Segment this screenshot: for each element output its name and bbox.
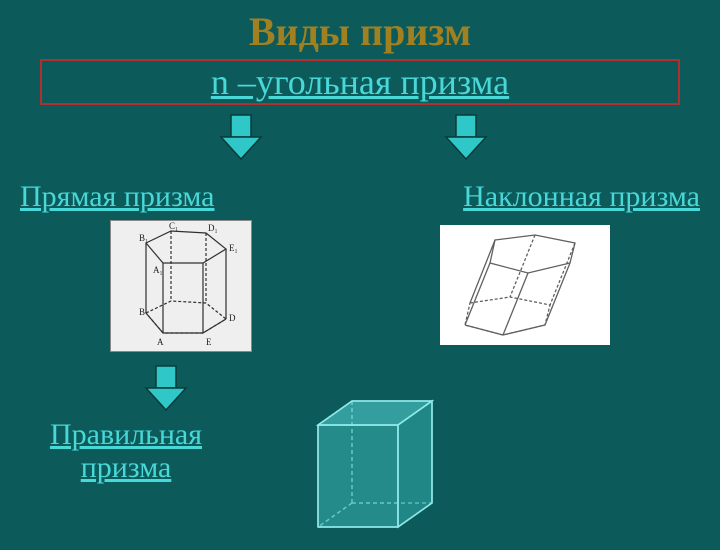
svg-text:A₁: A₁ xyxy=(153,265,163,275)
svg-text:B: B xyxy=(139,307,145,317)
oblique-prism-label: Наклонная призма xyxy=(463,180,700,214)
svg-text:B₁: B₁ xyxy=(139,233,148,243)
arrow-down-icon xyxy=(215,111,267,163)
top-arrows-row xyxy=(0,111,720,171)
svg-text:D: D xyxy=(229,313,236,323)
svg-text:E: E xyxy=(206,337,212,347)
category-box: n –угольная призма xyxy=(40,59,680,105)
oblique-prism-figure xyxy=(440,225,610,345)
svg-text:C₁: C₁ xyxy=(169,221,178,231)
svg-text:A: A xyxy=(157,337,164,347)
regular-line1: Правильная xyxy=(50,418,202,451)
page-title: Виды призм xyxy=(0,0,720,55)
straight-prism-label: Прямая призма xyxy=(20,180,215,214)
regular-line2: призма xyxy=(81,451,172,484)
hex-prism-figure: B₁ C₁ D₁ E₁ A₁ B A E D xyxy=(110,220,252,352)
category-label: n –угольная призма xyxy=(211,62,509,102)
arrow-down-icon xyxy=(440,111,492,163)
svg-text:E₁: E₁ xyxy=(229,243,238,253)
arrow-down-icon xyxy=(140,362,192,414)
rectangular-prism-figure xyxy=(310,395,450,550)
regular-prism-label: Правильная призма xyxy=(50,418,202,484)
svg-text:D₁: D₁ xyxy=(208,223,218,233)
arrow-to-regular xyxy=(140,362,192,419)
